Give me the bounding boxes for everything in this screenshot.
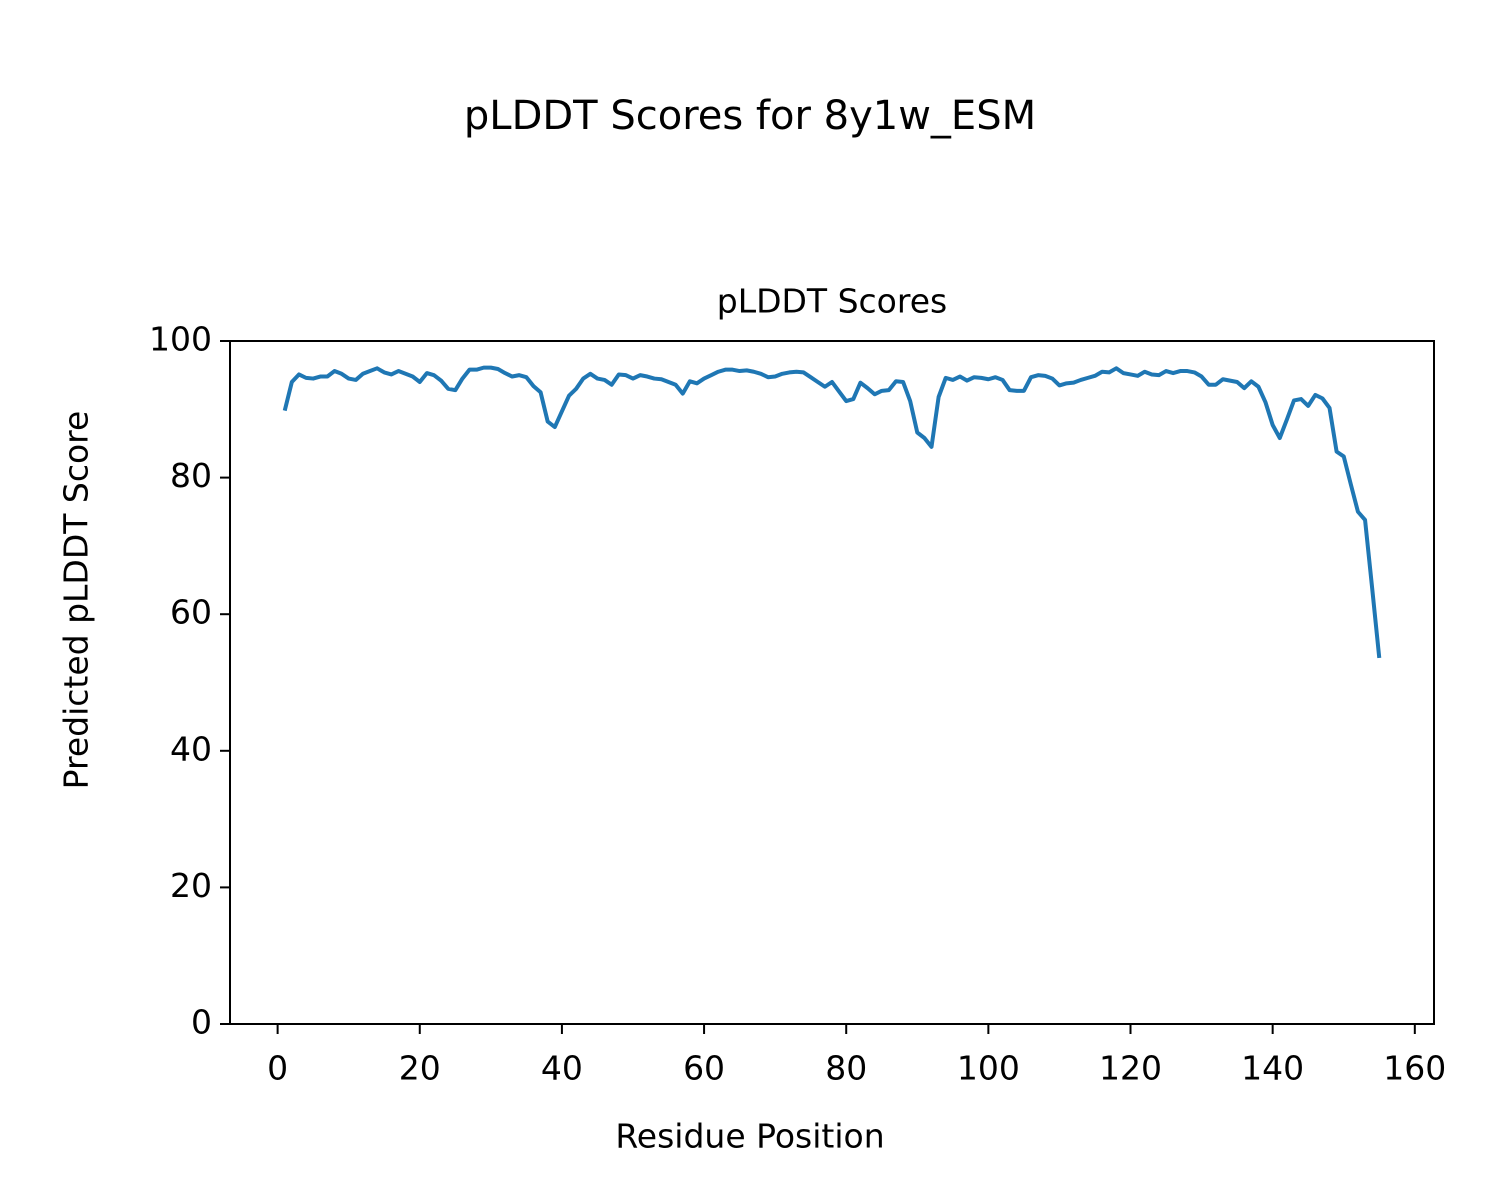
x-tick-label: 60 [683,1049,725,1088]
y-tick-label: 20 [170,866,212,905]
x-tick-label: 0 [267,1049,288,1088]
suptitle: pLDDT Scores for 8y1w_ESM [464,93,1036,139]
y-axis-label: Predicted pLDDT Score [57,411,96,790]
x-tick-label: 40 [541,1049,583,1088]
plot-frame [229,340,1435,1025]
x-tick-label: 80 [825,1049,867,1088]
x-tick-label: 140 [1241,1049,1304,1088]
y-tick-label: 0 [191,1003,212,1042]
x-tick-label: 20 [399,1049,441,1088]
x-tick-label: 160 [1383,1049,1446,1088]
y-tick-label: 60 [170,593,212,632]
y-tick-label: 100 [149,320,212,359]
data-line [282,365,1382,659]
y-tick-label: 80 [170,456,212,495]
x-axis-label: Residue Position [615,1117,884,1156]
x-tick-label: 100 [957,1049,1020,1088]
y-tick-label: 40 [170,729,212,768]
chart-title: pLDDT Scores [717,282,947,321]
x-tick-label: 120 [1099,1049,1162,1088]
